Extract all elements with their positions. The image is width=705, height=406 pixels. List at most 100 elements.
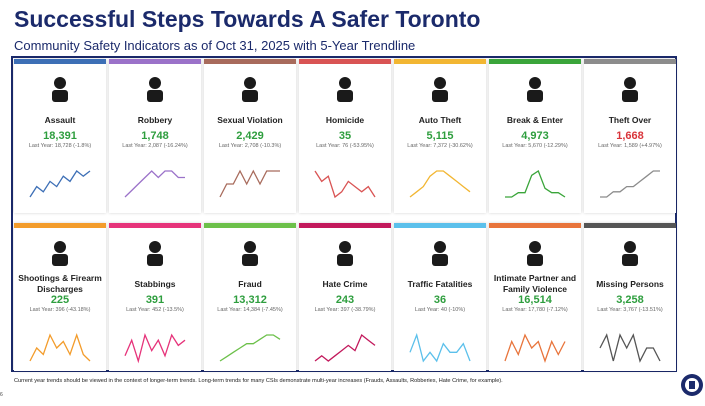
trendline: [314, 333, 376, 362]
color-bar: [584, 223, 676, 228]
trendline: [219, 334, 281, 362]
icon-head: [244, 241, 256, 253]
indicator-card: Theft Over 1,668 Last Year: 1,589 (+4.97%): [584, 59, 676, 213]
last-year: Last Year: 2,087 (-16.24%): [122, 143, 188, 149]
indicator-value: 36: [433, 294, 447, 306]
icon: [242, 241, 258, 266]
trend-line: [409, 170, 471, 198]
icon-body: [52, 254, 68, 266]
color-bar: [489, 59, 581, 64]
icon-body: [527, 90, 543, 102]
indicator-card: Auto Theft 5,115 Last Year: 7,372 (-30.62%…: [394, 59, 486, 213]
icon-head: [624, 77, 636, 89]
indicator-card: Sexual Violation 2,429 Last Year: 2,708 (-…: [204, 59, 296, 213]
trend-line: [314, 333, 376, 362]
trendline: [409, 332, 471, 363]
indicator-name: Homicide: [325, 114, 365, 125]
icon-head: [54, 241, 66, 253]
indicator-card: Stabbings 391 Last Year: 452 (-13.5%): [109, 223, 201, 371]
trend-line: [504, 333, 566, 364]
indicator-card: Break & Enter 4,973 Last Year: 5,670 (-12.…: [489, 59, 581, 213]
trendline: [599, 333, 661, 363]
indicator-name: Stabbings: [134, 278, 176, 289]
trend-line: [219, 334, 281, 362]
icon-body: [622, 254, 638, 266]
indicator-name: Robbery: [137, 114, 173, 125]
footnote: Current year trends should be viewed in …: [14, 378, 503, 384]
indicator-name: Missing Persons: [596, 278, 664, 289]
last-year: Last Year: 397 (-38.79%): [314, 307, 376, 313]
indicator-value: 1,668: [616, 130, 644, 142]
icon: [527, 77, 543, 102]
icon-body: [527, 254, 543, 266]
indicator-card: Missing Persons 3,258 Last Year: 3,767 (-1…: [584, 223, 676, 371]
indicator-value: 3,258: [616, 294, 644, 306]
trend-line: [505, 170, 566, 198]
icon-head: [434, 77, 446, 89]
title: Successful Steps Towards A Safer Toronto: [14, 6, 481, 32]
icon: [622, 241, 638, 266]
indicator-name: Hate Crime: [322, 278, 368, 289]
trend-line: [409, 332, 471, 363]
color-bar: [204, 59, 296, 64]
icon-head: [339, 241, 351, 253]
icon-head: [149, 241, 161, 253]
last-year: Last Year: 1,589 (+4.97%): [598, 143, 662, 149]
last-year: Last Year: 76 (-53.95%): [316, 143, 374, 149]
indicator-name: Break & Enter: [506, 114, 564, 125]
indicator-value: 13,312: [233, 294, 267, 306]
trendline: [219, 169, 280, 198]
indicator-name: Traffic Fatalities: [407, 278, 473, 289]
indicator-value: 5,115: [426, 130, 454, 142]
last-year: Last Year: 3,767 (-13.51%): [597, 307, 663, 313]
icon: [432, 241, 448, 266]
logo-mark: [689, 381, 695, 389]
indicator-card: Shootings & Firearm Discharges 225 Last Ye…: [14, 223, 106, 371]
icon: [622, 77, 638, 102]
trend-line: [124, 170, 185, 198]
indicator-value: 225: [50, 294, 70, 306]
trend-line: [600, 170, 660, 198]
indicator-card: Traffic Fatalities 36 Last Year: 40 (-10%): [394, 223, 486, 371]
color-bar: [109, 59, 201, 64]
indicator-value: 16,514: [518, 294, 552, 306]
icon-head: [434, 241, 446, 253]
color-bar: [299, 223, 391, 228]
indicator-name: Sexual Violation: [217, 114, 283, 125]
color-bar: [14, 59, 106, 64]
indicator-value: 243: [335, 294, 355, 306]
last-year: Last Year: 40 (-10%): [414, 307, 466, 313]
icon-body: [432, 254, 448, 266]
indicator-value: 2,429: [236, 130, 264, 142]
icon-head: [529, 241, 541, 253]
icon-head: [339, 77, 351, 89]
indicator-value: 35: [338, 130, 352, 142]
icon-head: [244, 77, 256, 89]
icon: [242, 77, 258, 102]
indicator-value: 18,391: [43, 130, 77, 142]
icon-head: [149, 77, 161, 89]
icon-head: [624, 241, 636, 253]
color-bar: [394, 223, 486, 228]
icon-body: [622, 90, 638, 102]
last-year: Last Year: 452 (-13.5%): [126, 307, 184, 313]
last-year: Last Year: 5,670 (-12.29%): [502, 143, 568, 149]
icon-head: [54, 77, 66, 89]
last-year: Last Year: 396 (-43.18%): [29, 307, 91, 313]
trendline: [124, 332, 186, 364]
icon-body: [147, 90, 163, 102]
icon: [52, 241, 68, 266]
indicator-value: 4,973: [521, 130, 549, 142]
last-year: Last Year: 2,708 (-10.3%): [218, 143, 282, 149]
trendline: [314, 170, 376, 199]
frame: [11, 56, 677, 372]
page-number: 6: [0, 392, 3, 398]
indicator-card: Assault 18,391 Last Year: 18,728 (-1.8%): [14, 59, 106, 213]
indicator-name: Fraud: [238, 278, 262, 289]
indicator-name: Auto Theft: [418, 114, 462, 125]
icon-head: [529, 77, 541, 89]
trend-line: [29, 332, 91, 362]
color-bar: [584, 59, 676, 64]
trend-line: [314, 170, 376, 199]
indicator-card: Intimate Partner and Family Violence 16,5…: [489, 223, 581, 371]
